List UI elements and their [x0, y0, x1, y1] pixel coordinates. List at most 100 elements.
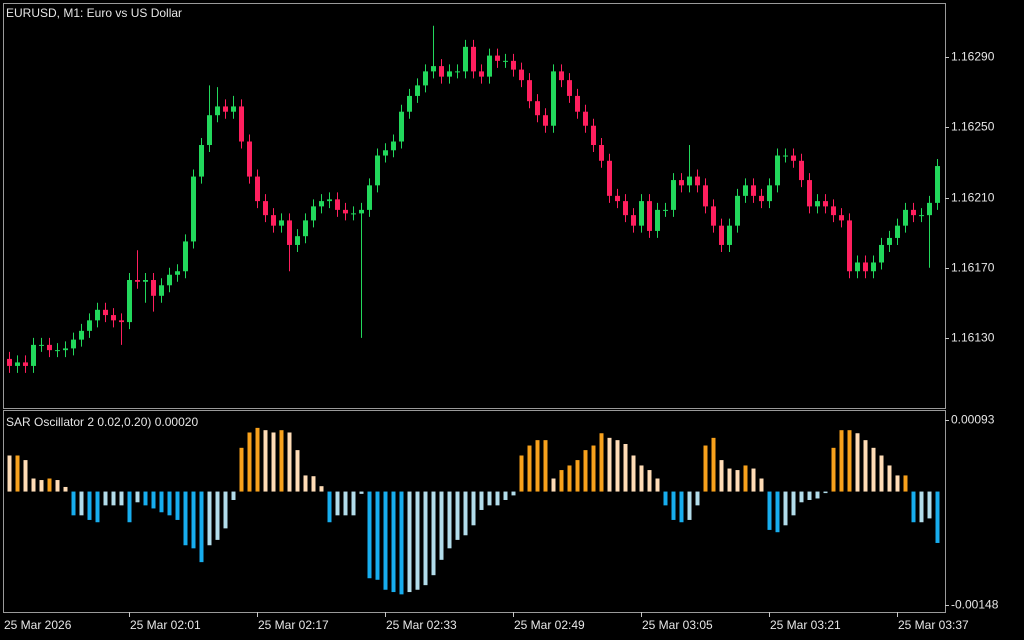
oscillator-bar	[407, 491, 412, 593]
oscillator-bar	[375, 491, 380, 580]
candle-body	[159, 285, 164, 296]
candle-body	[151, 280, 156, 296]
y-tick-label: 1.16290	[951, 50, 995, 64]
oscillator-bar	[871, 447, 876, 492]
oscillator-bar	[759, 478, 764, 492]
candle-body	[295, 236, 300, 245]
oscillator-bar	[855, 433, 860, 492]
candle-body	[895, 225, 900, 238]
oscillator-bar	[367, 491, 372, 579]
oscillator-bar	[175, 491, 180, 520]
candle-body	[271, 215, 276, 226]
oscillator-bar	[735, 470, 740, 492]
oscillator-bar	[95, 491, 100, 523]
candle-body	[815, 201, 820, 207]
y-tick-label: 1.16170	[951, 261, 995, 275]
oscillator-bar	[719, 460, 724, 492]
candle-body	[527, 80, 532, 102]
candle-body	[903, 209, 908, 226]
candle-body	[359, 209, 364, 214]
oscillator-bar	[7, 455, 12, 492]
candle-body	[71, 339, 76, 349]
oscillator-bar	[495, 491, 500, 506]
oscillator-bar	[799, 491, 804, 503]
candle-body	[303, 220, 308, 237]
oscillator-bar	[687, 491, 692, 520]
candle-body	[63, 348, 68, 351]
oscillator-bar	[31, 478, 36, 492]
oscillator-bar	[167, 491, 172, 516]
candle-body	[79, 330, 84, 340]
oscillator-bar	[63, 486, 68, 492]
candle-body	[327, 199, 332, 202]
candle-body	[135, 280, 140, 282]
oscillator-bar	[79, 491, 84, 516]
candle-body	[855, 262, 860, 272]
oscillator-bar	[815, 491, 820, 499]
candle-body	[759, 195, 764, 202]
oscillator-bar	[743, 465, 748, 492]
candle-body	[231, 106, 236, 112]
oscillator-bar	[703, 445, 708, 492]
oscillator-bar	[287, 432, 292, 492]
oscillator-bar	[311, 476, 316, 492]
candle-body	[423, 71, 428, 86]
oscillator-bar	[839, 430, 844, 492]
oscillator-bar	[87, 491, 92, 520]
x-tick-label: 25 Mar 02:49	[514, 618, 585, 632]
candle-body	[479, 71, 484, 77]
oscillator-bar	[935, 491, 940, 543]
candle-body	[431, 66, 436, 72]
oscillator-bar	[479, 491, 484, 510]
candle-body	[607, 160, 612, 196]
oscillator-bar	[599, 433, 604, 492]
candle-body	[751, 185, 756, 196]
candle-body	[375, 155, 380, 186]
oscillator-bar	[191, 491, 196, 549]
candle-body	[743, 185, 748, 196]
oscillator-bar	[575, 460, 580, 492]
candle-body	[791, 155, 796, 161]
y-tick-label: 1.16250	[951, 120, 995, 134]
candle-body	[215, 106, 220, 116]
candle-body	[679, 180, 684, 186]
candle-body	[7, 358, 12, 366]
oscillator-bar	[143, 491, 148, 506]
candle-body	[287, 220, 292, 245]
candle-body	[199, 145, 204, 177]
oscillator-title: SAR Oscillator 2 0.02,0.20) 0.00020	[6, 415, 198, 429]
candle-body	[719, 225, 724, 245]
oscillator-bar	[351, 491, 356, 516]
oscillator-bar	[415, 491, 420, 590]
candle-body	[711, 206, 716, 226]
oscillator-bar	[439, 491, 444, 560]
oscillator-bar	[903, 475, 908, 492]
candle-body	[415, 85, 420, 96]
oscillator-bar	[671, 491, 676, 520]
oscillator-bar	[199, 491, 204, 563]
oscillator-bar	[767, 491, 772, 530]
oscillator-bar	[271, 432, 276, 492]
candle-body	[127, 280, 132, 323]
oscillator-bar	[727, 468, 732, 492]
candle-body	[551, 71, 556, 126]
candle-body	[839, 215, 844, 221]
candle-body	[247, 141, 252, 177]
candle-body	[807, 180, 812, 207]
oscillator-bar	[623, 443, 628, 492]
candle-body	[775, 155, 780, 186]
oscillator-bar	[231, 491, 236, 500]
candle-body	[487, 55, 492, 77]
y-tick-label: 1.16210	[951, 191, 995, 205]
oscillator-bar	[895, 475, 900, 492]
x-tick-label: 25 Mar 02:33	[386, 618, 457, 632]
candle-body	[175, 271, 180, 275]
candle-body	[847, 220, 852, 272]
oscillator-bar	[887, 465, 892, 492]
oscillator-bar	[103, 491, 108, 506]
oscillator-bar	[263, 430, 268, 492]
oscillator-bar	[615, 440, 620, 492]
candle-body	[887, 237, 892, 245]
candle-body	[535, 101, 540, 116]
